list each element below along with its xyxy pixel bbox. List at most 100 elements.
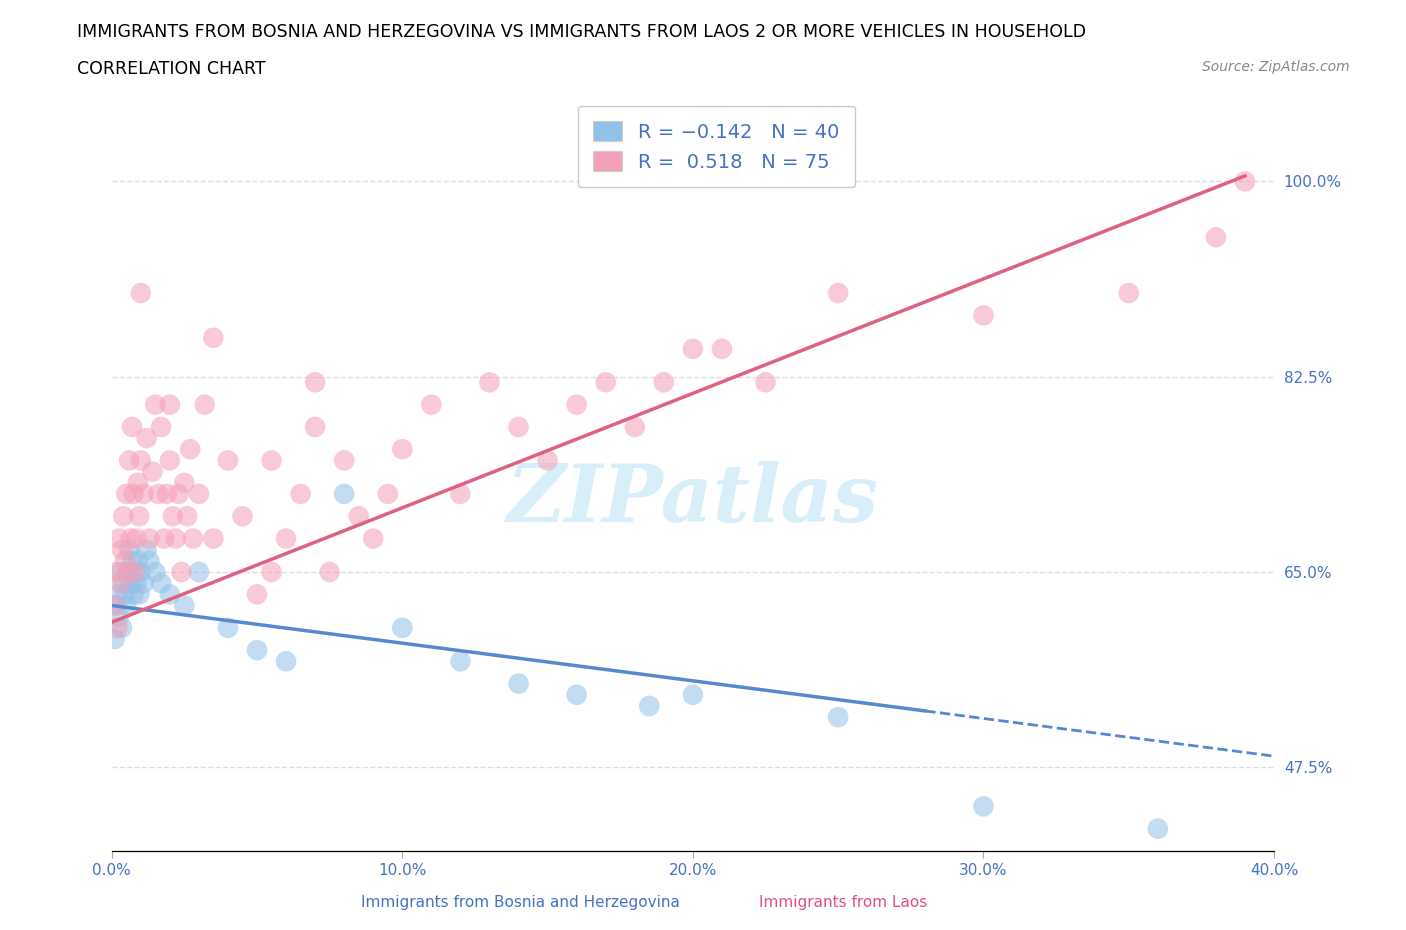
Point bbox=[128, 509, 150, 524]
Point bbox=[754, 375, 776, 390]
Text: Immigrants from Laos: Immigrants from Laos bbox=[759, 895, 928, 910]
Point bbox=[595, 375, 617, 390]
Text: Immigrants from Bosnia and Herzegovina: Immigrants from Bosnia and Herzegovina bbox=[361, 895, 679, 910]
Point bbox=[972, 799, 994, 814]
Point bbox=[114, 587, 136, 602]
Point bbox=[710, 341, 733, 356]
Point bbox=[176, 509, 198, 524]
Point bbox=[112, 509, 135, 524]
Point bbox=[623, 419, 645, 434]
Point bbox=[143, 565, 166, 579]
Point bbox=[159, 397, 181, 412]
Point bbox=[127, 553, 149, 568]
Point bbox=[138, 531, 160, 546]
Point bbox=[118, 542, 141, 557]
Point bbox=[318, 565, 340, 579]
Point bbox=[153, 531, 176, 546]
Point bbox=[361, 531, 384, 546]
Point bbox=[217, 453, 239, 468]
Point bbox=[121, 553, 143, 568]
Point bbox=[104, 631, 127, 646]
Point bbox=[124, 565, 146, 579]
Point bbox=[260, 453, 283, 468]
Point bbox=[1233, 174, 1256, 189]
Point bbox=[565, 397, 588, 412]
Point bbox=[652, 375, 675, 390]
Point bbox=[108, 531, 131, 546]
Point bbox=[120, 531, 142, 546]
Point bbox=[115, 598, 138, 613]
Point bbox=[111, 620, 134, 635]
Point bbox=[246, 587, 269, 602]
Point bbox=[274, 531, 297, 546]
Point bbox=[179, 442, 201, 457]
Point bbox=[105, 565, 128, 579]
Point bbox=[1205, 230, 1227, 245]
Point bbox=[121, 419, 143, 434]
Point bbox=[449, 486, 471, 501]
Point bbox=[274, 654, 297, 669]
Point bbox=[391, 620, 413, 635]
Point bbox=[129, 453, 152, 468]
Point bbox=[508, 676, 530, 691]
Point bbox=[565, 687, 588, 702]
Point bbox=[173, 598, 195, 613]
Point bbox=[290, 486, 312, 501]
Point bbox=[125, 531, 148, 546]
Point bbox=[187, 486, 209, 501]
Point bbox=[135, 542, 157, 557]
Point bbox=[682, 341, 704, 356]
Text: ZIPatlas: ZIPatlas bbox=[506, 461, 879, 538]
Point bbox=[333, 453, 356, 468]
Point bbox=[122, 486, 145, 501]
Point bbox=[156, 486, 179, 501]
Point bbox=[827, 710, 849, 724]
Point bbox=[115, 486, 138, 501]
Point bbox=[827, 286, 849, 300]
Point bbox=[638, 698, 661, 713]
Point bbox=[304, 375, 326, 390]
Legend: R = −0.142   N = 40, R =  0.518   N = 75: R = −0.142 N = 40, R = 0.518 N = 75 bbox=[578, 106, 855, 188]
Point bbox=[508, 419, 530, 434]
Point bbox=[128, 587, 150, 602]
Point bbox=[246, 643, 269, 658]
Point bbox=[138, 553, 160, 568]
Point bbox=[217, 620, 239, 635]
Point bbox=[165, 531, 187, 546]
Point bbox=[107, 587, 129, 602]
Point bbox=[127, 475, 149, 490]
Point bbox=[202, 330, 225, 345]
Point bbox=[972, 308, 994, 323]
Point bbox=[117, 565, 139, 579]
Point bbox=[105, 598, 128, 613]
Point bbox=[536, 453, 558, 468]
Point bbox=[682, 687, 704, 702]
Point bbox=[125, 576, 148, 591]
Point bbox=[304, 419, 326, 434]
Point bbox=[159, 453, 181, 468]
Point bbox=[143, 397, 166, 412]
Point bbox=[129, 565, 152, 579]
Point bbox=[202, 531, 225, 546]
Point bbox=[260, 565, 283, 579]
Point bbox=[117, 565, 139, 579]
Point bbox=[478, 375, 501, 390]
Text: CORRELATION CHART: CORRELATION CHART bbox=[77, 60, 266, 78]
Point bbox=[187, 565, 209, 579]
Point bbox=[104, 598, 127, 613]
Point bbox=[173, 475, 195, 490]
Point bbox=[132, 486, 155, 501]
Point bbox=[110, 565, 132, 579]
Text: IMMIGRANTS FROM BOSNIA AND HERZEGOVINA VS IMMIGRANTS FROM LAOS 2 OR MORE VEHICLE: IMMIGRANTS FROM BOSNIA AND HERZEGOVINA V… bbox=[77, 23, 1087, 41]
Point bbox=[118, 453, 141, 468]
Point bbox=[333, 486, 356, 501]
Point bbox=[391, 442, 413, 457]
Point bbox=[110, 576, 132, 591]
Point bbox=[377, 486, 399, 501]
Point bbox=[129, 286, 152, 300]
Point bbox=[231, 509, 253, 524]
Point bbox=[107, 620, 129, 635]
Point bbox=[167, 486, 190, 501]
Point bbox=[194, 397, 217, 412]
Point bbox=[1146, 821, 1168, 836]
